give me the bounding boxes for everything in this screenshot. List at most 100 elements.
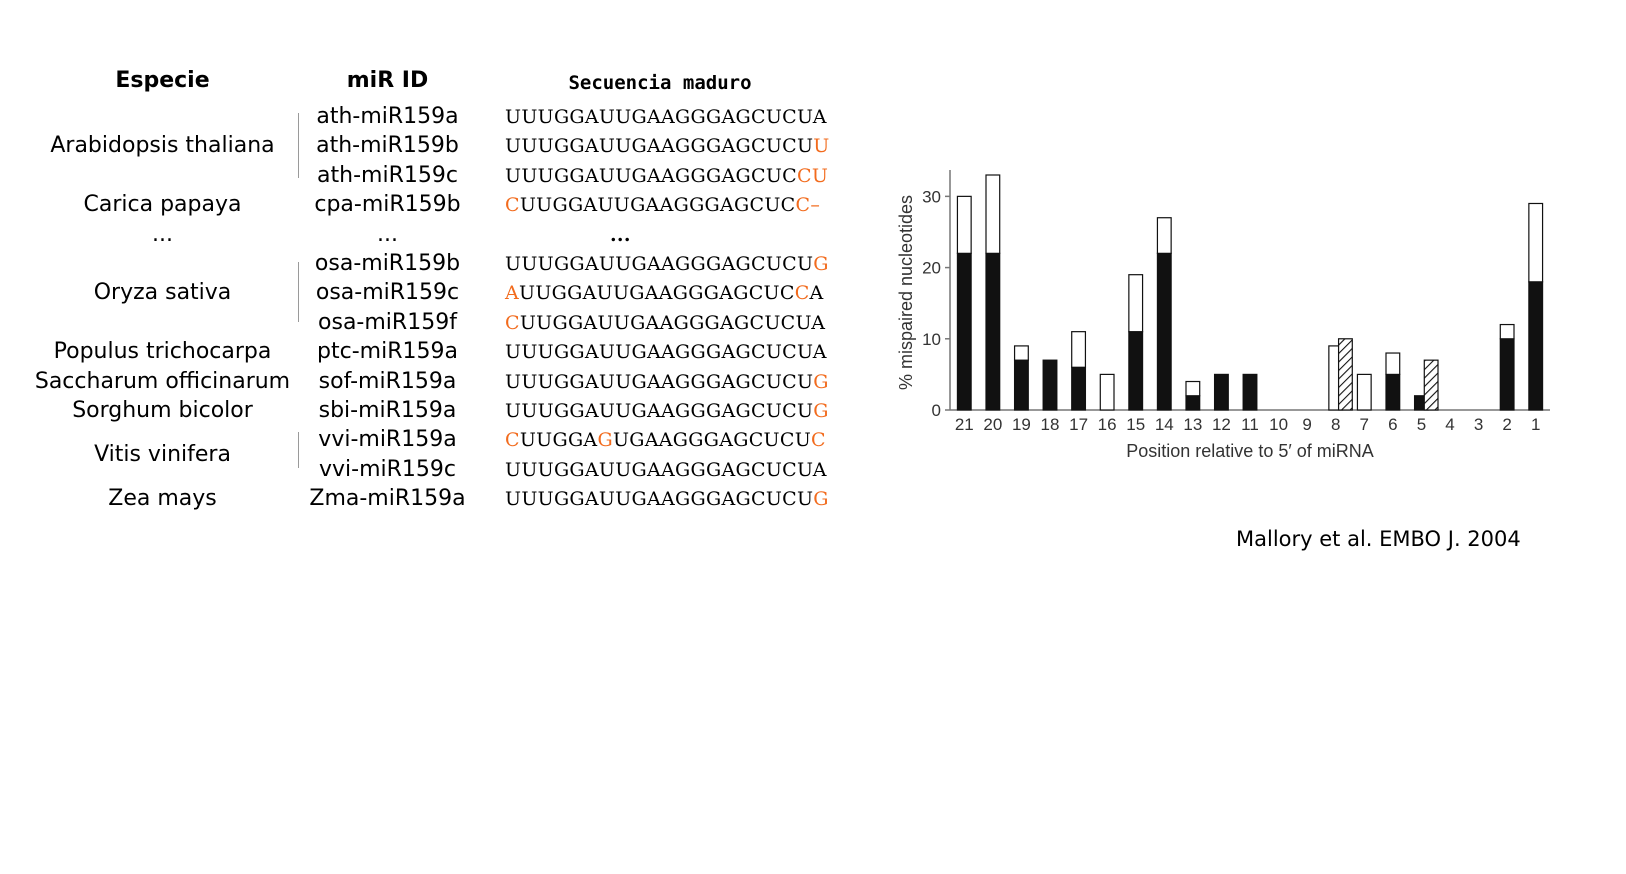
x-tick-label: 12 bbox=[1212, 415, 1231, 434]
sequence-cell: UUUGGAUUGAAGGGAGCUCUA bbox=[505, 456, 827, 484]
group-bracket-oryza bbox=[298, 262, 299, 322]
sequence-segment: UGAAGGGAGCUCU bbox=[612, 429, 812, 452]
mir-id-cell: cpa-miR159b bbox=[314, 192, 461, 218]
sequence-segment: UUUGGAUUGAAGGGAGCUCUA bbox=[505, 106, 827, 128]
bar-segment-white bbox=[1528, 202, 1544, 283]
mir-id-cell: Zma-miR159a bbox=[309, 486, 466, 512]
species-label: Oryza sativa bbox=[93, 280, 232, 306]
mir-id-cell: osa-miR159c bbox=[315, 280, 460, 306]
x-tick-label: 2 bbox=[1502, 415, 1511, 434]
sequence-segment: UUUGGAUUGAAGGGAGCUCU bbox=[505, 135, 814, 158]
species-label: Vitis vinifera bbox=[94, 442, 231, 468]
x-tick-label: 18 bbox=[1041, 415, 1060, 434]
bar-segment-hatched bbox=[1423, 359, 1439, 411]
bar-segment-white bbox=[1499, 323, 1515, 340]
species-label: Arabidopsis thaliana bbox=[50, 133, 275, 159]
sequence-cell: CUUGGAUUGAAGGGAGCUCC– bbox=[505, 191, 820, 219]
mir-id-cell: sbi-miR159a bbox=[318, 398, 457, 423]
bar-segment-black bbox=[1042, 359, 1058, 411]
species-label: Carica papaya bbox=[83, 192, 242, 218]
x-tick-label: 7 bbox=[1360, 415, 1369, 434]
x-tick-label: 1 bbox=[1531, 415, 1540, 434]
bar-segment-white bbox=[985, 174, 1001, 254]
sequence-cell: AUUGGAUUGAAGGGAGCUCCA bbox=[505, 279, 824, 307]
x-tick-label: 11 bbox=[1241, 415, 1259, 434]
species-label: Zea mays bbox=[108, 486, 217, 512]
bar-segment-white bbox=[1385, 352, 1401, 375]
mismatch-nucleotides: C bbox=[505, 311, 520, 334]
species-label: Sorghum bicolor bbox=[72, 398, 253, 423]
sequence-cell: UUUGGAUUGAAGGGAGCUCUA bbox=[505, 103, 827, 131]
mir-id-cell: ath-miR159a bbox=[316, 104, 459, 129]
y-axis-label: % mispaired nucleotides bbox=[896, 195, 916, 390]
mir-id-cell: vvi-miR159c bbox=[318, 456, 456, 482]
x-tick-label: 20 bbox=[983, 415, 1002, 434]
x-tick-label: 15 bbox=[1126, 415, 1145, 434]
bar-segment-black bbox=[1013, 359, 1029, 411]
mir-id-cell: ptc-miR159a bbox=[317, 339, 458, 365]
sequence-cell: CUUGGAGUGAAGGGAGCUCUC bbox=[505, 426, 826, 454]
header-species: Especie bbox=[115, 68, 210, 93]
mismatch-nucleotides: G bbox=[813, 370, 829, 393]
mismatch-nucleotides: A bbox=[505, 282, 520, 305]
x-tick-label: 4 bbox=[1445, 415, 1454, 434]
sequence-cell: UUUGGAUUGAAGGGAGCUCCU bbox=[505, 162, 828, 190]
citation: Mallory et al. EMBO J. 2004 bbox=[1236, 527, 1521, 551]
sequence-cell: UUUGGAUUGAAGGGAGCUCUG bbox=[505, 250, 829, 278]
bar-segment-white bbox=[1128, 274, 1144, 333]
bar-segment-white bbox=[956, 195, 972, 254]
mismatch-nucleotides: G bbox=[813, 253, 829, 275]
mismatch-nucleotides: C– bbox=[795, 194, 821, 217]
bar-segment-black bbox=[1156, 252, 1172, 411]
group-bracket-arabidopsis bbox=[298, 113, 299, 178]
sequence-segment: UUGGA bbox=[519, 429, 598, 452]
sequence-segment: UUUGGAUUGAAGGGAGCUCUA bbox=[505, 341, 827, 364]
bar-segment-white bbox=[1156, 217, 1172, 254]
header-mir-id: miR ID bbox=[346, 68, 429, 93]
bar-segment-black bbox=[1242, 373, 1258, 411]
bar-segment-black bbox=[956, 252, 972, 411]
x-tick-label: 19 bbox=[1012, 415, 1031, 434]
sequence-segment: UUGGAUUGAAGGGAGCUC bbox=[519, 194, 796, 217]
sequence-segment: UUGGAUUGAAGGGAGCUCUA bbox=[519, 311, 826, 334]
sequence-segment: UUUGGAUUGAAGGGAGCUCU bbox=[505, 488, 814, 511]
x-tick-label: 16 bbox=[1098, 415, 1117, 434]
bar-segment-white bbox=[1013, 345, 1029, 361]
bar-segment-white bbox=[1071, 331, 1087, 368]
bar-segment-white bbox=[1356, 373, 1372, 411]
species-label: Populus trichocarpa bbox=[53, 339, 272, 365]
sequence-segment: UUUGGAUUGAAGGGAGCUCU bbox=[505, 253, 814, 275]
sequence-cell: UUUGGAUUGAAGGGAGCUCUA bbox=[505, 338, 827, 366]
bar-segment-black bbox=[1128, 331, 1144, 411]
mir-id-cell: osa-miR159b bbox=[314, 251, 461, 276]
sequence-cell: UUUGGAUUGAAGGGAGCUCUG bbox=[505, 485, 829, 513]
sequence-cell: ... bbox=[610, 221, 631, 249]
x-tick-label: 6 bbox=[1388, 415, 1397, 434]
x-tick-label: 17 bbox=[1069, 415, 1088, 434]
y-tick-label: 10 bbox=[922, 330, 941, 349]
mismatch-nucleotides: C bbox=[794, 282, 810, 305]
bar-segment-black bbox=[1213, 373, 1229, 411]
mir-id-cell: sof-miR159a bbox=[318, 368, 457, 394]
sequence-segment: A bbox=[809, 282, 824, 305]
mir-id-cell: ... bbox=[377, 221, 398, 247]
bar-segment-black bbox=[1071, 366, 1087, 411]
bar-segment-black bbox=[1528, 281, 1544, 411]
x-tick-label: 8 bbox=[1331, 415, 1340, 434]
group-bracket-vitis bbox=[298, 432, 299, 468]
sequence-cell: UUUGGAUUGAAGGGAGCUCUG bbox=[505, 368, 829, 396]
sequence-segment: ... bbox=[610, 223, 631, 246]
y-tick-label: 0 bbox=[932, 401, 941, 420]
mir-id-cell: ath-miR159c bbox=[317, 162, 458, 188]
sequence-cell: UUUGGAUUGAAGGGAGCUCUU bbox=[505, 132, 830, 160]
x-tick-label: 9 bbox=[1302, 415, 1311, 434]
mismatch-nucleotides: C bbox=[505, 429, 520, 452]
bar-segment-black bbox=[1499, 338, 1515, 411]
x-tick-label: 21 bbox=[955, 415, 974, 434]
sequence-segment: UUGGAUUGAAGGGAGCUC bbox=[519, 282, 795, 305]
mir-id-cell: osa-miR159f bbox=[318, 309, 457, 335]
x-axis-label: Position relative to 5′ of miRNA bbox=[1126, 441, 1373, 461]
x-tick-label: 13 bbox=[1183, 415, 1202, 434]
sequence-segment: UUUGGAUUGAAGGGAGCUC bbox=[505, 164, 797, 187]
